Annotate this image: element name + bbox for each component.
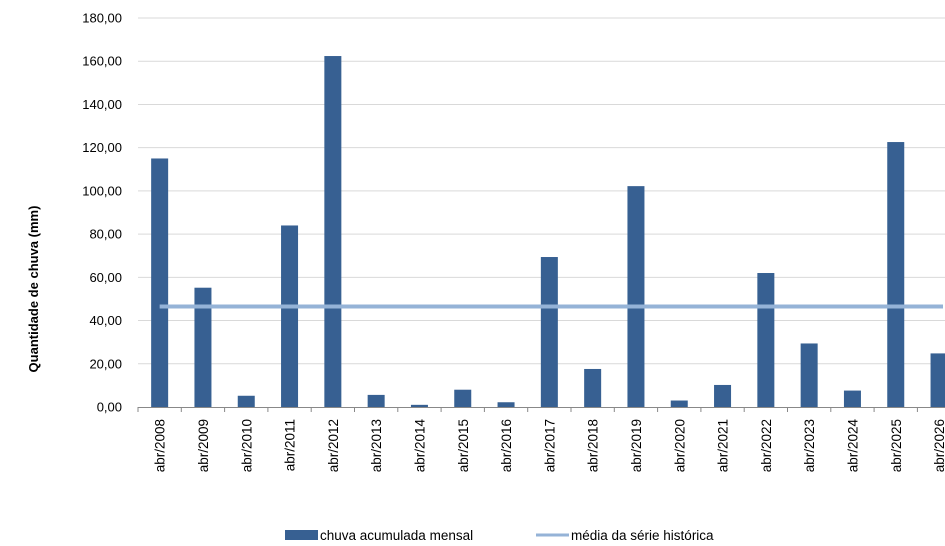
bar (757, 273, 774, 407)
y-tick-label: 180,00 (82, 11, 122, 26)
bar (844, 391, 861, 407)
x-tick-label: abr/2010 (239, 419, 254, 472)
legend-bar-label: chuva acumulada mensal (320, 528, 473, 543)
y-tick-label: 60,00 (89, 270, 122, 285)
x-tick-label: abr/2025 (889, 419, 904, 472)
x-tick-label: abr/2023 (802, 419, 817, 472)
x-tick-label: abr/2019 (629, 419, 644, 472)
bar (454, 390, 471, 407)
x-axis-ticks: abr/2008 abr/2009 abr/2010 abr/2011 abr/2012… (138, 407, 945, 472)
x-tick-label: abr/2018 (586, 419, 601, 472)
bar (498, 402, 515, 407)
x-tick-label: abr/2012 (326, 419, 341, 472)
x-tick-label: abr/2021 (716, 419, 731, 472)
y-tick-label: 20,00 (89, 356, 122, 371)
bar (151, 158, 168, 407)
x-tick-label: abr/2015 (456, 419, 471, 472)
x-tick-label: abr/2014 (412, 419, 427, 473)
y-axis-label: Quantidade de chuva (mm) (26, 206, 41, 373)
bar (887, 142, 904, 407)
bar (931, 353, 945, 407)
x-tick-label: abr/2022 (759, 419, 774, 472)
bar (324, 56, 341, 407)
legend-bar-swatch (285, 530, 318, 540)
legend-line-label: média da série histórica (571, 528, 714, 543)
y-tick-label: 100,00 (82, 183, 122, 198)
bar (238, 396, 255, 407)
y-tick-label: 120,00 (82, 140, 122, 155)
x-tick-label: abr/2011 (283, 419, 298, 471)
x-tick-label: abr/2024 (845, 419, 860, 473)
x-tick-label: abr/2016 (499, 419, 514, 472)
bar (368, 395, 385, 407)
legend: chuva acumulada mensal média da série hi… (285, 528, 714, 543)
x-tick-label: abr/2017 (542, 419, 557, 472)
x-tick-label: abr/2026 (932, 419, 945, 472)
x-tick-label: abr/2020 (672, 419, 687, 472)
bar (801, 343, 818, 407)
bar (541, 257, 558, 407)
x-tick-label: abr/2009 (196, 419, 211, 472)
bar (627, 186, 644, 407)
y-tick-label: 140,00 (82, 97, 122, 112)
bar (714, 385, 731, 407)
y-tick-label: 40,00 (89, 313, 122, 328)
y-axis-ticks: 0,00 20,00 40,00 60,00 80,00 100,00 120,00 140,… (82, 11, 122, 415)
x-tick-label: abr/2008 (153, 419, 168, 472)
bar-series (151, 56, 945, 407)
bar (671, 401, 688, 407)
bar (584, 369, 601, 407)
y-tick-label: 0,00 (97, 400, 122, 415)
x-tick-label: abr/2013 (369, 419, 384, 472)
bar (411, 405, 428, 407)
bar (281, 225, 298, 407)
y-tick-label: 80,00 (89, 227, 122, 242)
y-tick-label: 160,00 (82, 54, 122, 69)
